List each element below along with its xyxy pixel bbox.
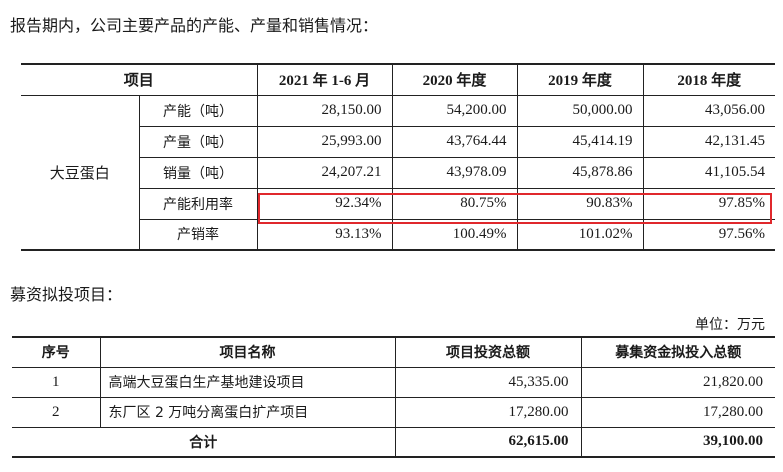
row-number: 1: [12, 367, 101, 398]
total-label: 合计: [12, 427, 396, 458]
row-label: 产能利用率: [139, 188, 258, 220]
table-cell: 54,200.00: [392, 95, 518, 127]
table-cell: 25,993.00: [257, 126, 393, 158]
row-label: 产能（吨）: [139, 95, 258, 127]
table-cell: 24,207.21: [257, 157, 393, 189]
capacity-header-row: 项目 2021 年 1-6 月 2020 年度 2019 年度 2018 年度: [21, 64, 775, 96]
project-name: 高端大豆蛋白生产基地建设项目: [100, 367, 396, 398]
header-no: 序号: [12, 337, 101, 368]
capacity-table: 项目 2021 年 1-6 月 2020 年度 2019 年度 2018 年度 …: [21, 63, 775, 251]
row-number: 2: [12, 397, 101, 428]
row-label: 销量（吨）: [139, 157, 258, 189]
table-row: 2 东厂区 2 万吨分离蛋白扩产项目 17,280.00 17,280.00: [12, 397, 775, 428]
projects-intro-text: 募资拟投项目：: [10, 285, 123, 304]
project-total: 17,280.00: [395, 397, 582, 428]
header-period: 2021 年 1-6 月: [257, 64, 393, 96]
table-row: 产量（吨） 25,993.00 43,764.44 45,414.19 42,1…: [21, 126, 775, 158]
header-name: 项目名称: [100, 337, 396, 368]
header-total: 项目投资总额: [395, 337, 582, 368]
intro-text: 报告期内，公司主要产品的产能、产量和销售情况：: [10, 16, 379, 35]
header-period: 2018 年度: [643, 64, 775, 96]
total-raised: 39,100.00: [581, 427, 775, 458]
table-row: 大豆蛋白 产能（吨） 28,150.00 54,200.00 50,000.00…: [21, 95, 775, 251]
table-row: 销量（吨） 24,207.21 43,978.09 45,878.86 41,1…: [21, 157, 775, 189]
header-period: 2020 年度: [392, 64, 518, 96]
projects-table: 序号 项目名称 项目投资总额 募集资金拟投入总额 1 高端大豆蛋白生产基地建设项…: [12, 336, 775, 458]
table-cell: 45,878.86: [517, 157, 644, 189]
table-cell: 93.13%: [257, 219, 393, 251]
table-cell: 43,978.09: [392, 157, 518, 189]
table-cell: 97.56%: [643, 219, 775, 251]
project-total: 45,335.00: [395, 367, 582, 398]
header-period: 2019 年度: [517, 64, 644, 96]
header-item: 项目: [21, 64, 258, 96]
total-investment: 62,615.00: [395, 427, 582, 458]
total-row: 合计 62,615.00 39,100.00: [12, 427, 775, 458]
row-label: 产销率: [139, 219, 258, 251]
table-cell: 80.75%: [392, 188, 518, 220]
projects-header-row: 序号 项目名称 项目投资总额 募集资金拟投入总额: [12, 337, 775, 368]
table-cell: 41,105.54: [643, 157, 775, 189]
unit-label: 单位：万元: [695, 317, 765, 333]
table-cell: 43,764.44: [392, 126, 518, 158]
table-cell: 28,150.00: [257, 95, 393, 127]
table-cell: 43,056.00: [643, 95, 775, 127]
table-cell: 42,131.45: [643, 126, 775, 158]
table-row: 1 高端大豆蛋白生产基地建设项目 45,335.00 21,820.00: [12, 367, 775, 398]
row-label: 产量（吨）: [139, 126, 258, 158]
table-row: 产销率 93.13% 100.49% 101.02% 97.56%: [21, 219, 775, 251]
project-raised: 17,280.00: [581, 397, 775, 428]
table-cell: 50,000.00: [517, 95, 644, 127]
table-cell: 92.34%: [257, 188, 393, 220]
project-name: 东厂区 2 万吨分离蛋白扩产项目: [100, 397, 396, 428]
table-cell: 90.83%: [517, 188, 644, 220]
table-cell: 101.02%: [517, 219, 644, 251]
table-cell: 100.49%: [392, 219, 518, 251]
project-raised: 21,820.00: [581, 367, 775, 398]
header-raised: 募集资金拟投入总额: [581, 337, 775, 368]
product-group-label: 大豆蛋白: [21, 95, 140, 251]
table-cell: 45,414.19: [517, 126, 644, 158]
table-cell: 97.85%: [643, 188, 775, 220]
